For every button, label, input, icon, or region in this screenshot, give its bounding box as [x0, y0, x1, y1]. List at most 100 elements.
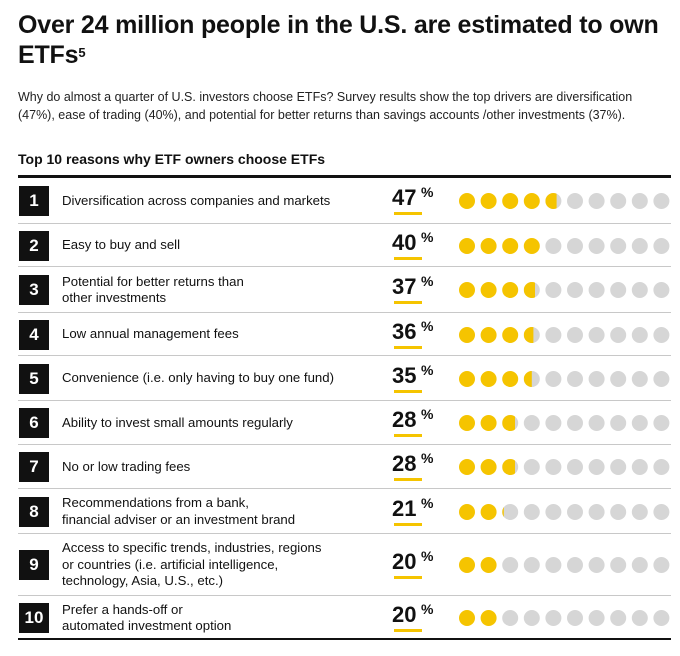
table-row: 8 Recommendations from a bank, financial a… [18, 489, 671, 534]
dot-mark [502, 282, 519, 298]
reason-label-line: Recommendations from a bank, [62, 495, 249, 510]
dot-mark [588, 326, 605, 343]
dot-mark [653, 282, 670, 298]
dot-mark [459, 557, 475, 573]
dot-mark [610, 370, 627, 387]
dot-bar [459, 282, 670, 298]
dot-mark [567, 610, 583, 626]
reasons-table: 1 Diversification across companies and ma… [18, 178, 671, 640]
reason-label-line: Access to specific trends, industries, r… [62, 540, 322, 556]
dot-mark [545, 503, 562, 520]
table-row: 10 Prefer a hands-off or automated investm… [18, 596, 671, 640]
percent-underline [394, 629, 422, 632]
percent-underline [394, 301, 422, 304]
dot-mark [653, 193, 670, 209]
dot-mark [588, 193, 605, 209]
dot-mark [567, 237, 583, 254]
dot-mark [653, 415, 670, 431]
rank-badge: 7 [19, 452, 49, 482]
dot-mark [523, 610, 540, 626]
dot-mark [459, 237, 475, 254]
percent-number: 28 [392, 451, 417, 476]
percent-underline [394, 212, 422, 215]
reason-label: Convenience (i.e. only having to buy one… [62, 370, 382, 387]
percent-value: 21% [392, 496, 450, 526]
dot-mark [480, 370, 497, 387]
reason-label: Low annual management fees [62, 326, 382, 343]
dot-mark [653, 557, 670, 573]
table-row: 2 Easy to buy and sell 40% [18, 224, 671, 267]
dot-mark [459, 415, 475, 431]
dot-mark [567, 326, 583, 343]
table-row: 5 Convenience (i.e. only having to buy on… [18, 356, 671, 401]
dot-mark [545, 557, 562, 573]
dot-mark [545, 326, 562, 343]
rank-badge: 1 [19, 186, 49, 216]
table-row: 7 No or low trading fees 28% [18, 445, 671, 489]
dot-mark [480, 610, 497, 626]
dot-mark [610, 557, 627, 573]
percent-number: 20 [392, 549, 417, 574]
percent-number: 40 [392, 229, 417, 255]
dot-mark [523, 326, 540, 343]
dot-mark [502, 370, 519, 387]
dot-mark [502, 193, 519, 209]
percent-number: 47 [392, 185, 417, 210]
percent-underline [394, 576, 422, 579]
rank-badge: 10 [19, 603, 49, 633]
percent-sign: % [421, 228, 434, 245]
dot-bar [459, 415, 670, 431]
dot-mark [653, 503, 670, 520]
reason-label: No or low trading fees [62, 459, 382, 476]
dot-mark [459, 370, 475, 387]
dot-mark [523, 459, 540, 475]
dot-mark [545, 415, 562, 431]
rank-badge: 5 [19, 363, 49, 394]
percent-value: 36% [392, 319, 450, 349]
rank-badge: 3 [19, 275, 49, 305]
dot-mark [480, 326, 497, 343]
reason-label-line: technology, Asia, U.S., etc.) [62, 573, 224, 589]
dot-mark [502, 326, 519, 343]
dot-bar [459, 557, 670, 573]
dot-mark [480, 503, 497, 520]
rank-badge: 6 [19, 408, 49, 438]
dot-mark [610, 326, 627, 343]
percent-sign: % [421, 494, 434, 511]
dot-mark [610, 193, 627, 209]
dot-bar [459, 503, 670, 520]
dot-bar [459, 459, 670, 475]
percent-value: 20% [392, 549, 450, 579]
dot-mark [459, 193, 475, 209]
dot-mark [567, 415, 583, 431]
percent-value: 37% [392, 274, 450, 304]
reason-label-line: Convenience (i.e. only having to buy one… [62, 370, 334, 386]
dot-mark [588, 237, 605, 254]
percent-number: 36 [392, 318, 417, 344]
section-title: Top 10 reasons why ETF owners choose ETF… [18, 151, 326, 167]
dot-mark [502, 557, 519, 573]
dot-mark [480, 282, 497, 298]
dot-mark [588, 503, 605, 520]
reason-label-line: Diversification across companies and mar… [62, 192, 331, 208]
dot-mark [567, 557, 583, 573]
reason-label-line: automated investment option [62, 618, 232, 633]
dot-mark [523, 503, 540, 520]
dot-mark [631, 282, 648, 298]
dot-mark [653, 610, 670, 626]
dot-bar [459, 370, 670, 387]
rank-badge: 8 [19, 496, 49, 527]
rank-badge: 2 [19, 230, 49, 261]
percent-sign: % [421, 406, 434, 422]
table-row: 3 Potential for better returns than other … [18, 267, 671, 313]
dot-mark [631, 370, 648, 387]
title-footnote: 5 [78, 45, 86, 60]
dot-mark [545, 237, 562, 254]
dot-mark [588, 370, 605, 387]
percent-underline [394, 256, 422, 260]
percent-underline [394, 478, 422, 481]
dot-mark [653, 237, 670, 254]
table-row: 6 Ability to invest small amounts regular… [18, 401, 671, 445]
dot-mark [523, 193, 540, 209]
percent-sign: % [421, 184, 434, 200]
